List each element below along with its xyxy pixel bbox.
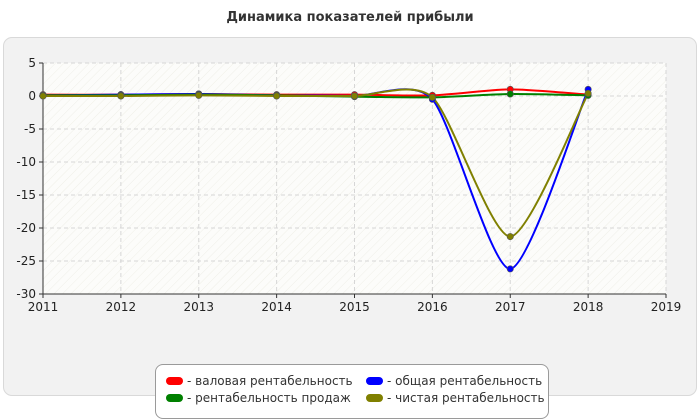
y-tick-label-7: -30	[16, 287, 36, 301]
y-tick-label-3: -10	[16, 155, 36, 169]
series-3-point-6	[506, 233, 514, 241]
x-tick-label-7: 2018	[573, 300, 604, 314]
series-3-point-4	[350, 92, 358, 100]
legend-swatch-2	[166, 394, 183, 402]
x-tick-label-0: 2011	[28, 300, 59, 314]
legend-label-1: - общая рентабельность	[387, 374, 543, 388]
legend-item-3: - чистая рентабельность	[366, 391, 545, 405]
legend-label-3: - чистая рентабельность	[387, 391, 545, 405]
legend-item-1: - общая рентабельность	[366, 374, 542, 388]
legend-swatch-0	[166, 377, 183, 385]
legend-swatch-3	[366, 394, 383, 402]
series-3-point-2	[195, 91, 203, 99]
legend-item-2: - рентабельность продаж	[166, 391, 351, 405]
y-tick-label-4: -15	[16, 188, 36, 202]
series-3-point-1	[117, 92, 125, 100]
series-1-point-6	[506, 265, 514, 273]
x-tick-label-8: 2019	[651, 300, 682, 314]
series-3-point-3	[273, 92, 281, 100]
chart-title: Динамика показателей прибыли	[226, 10, 474, 25]
x-tick-label-2: 2013	[183, 300, 214, 314]
y-tick-label-0: 5	[28, 56, 36, 70]
x-tick-label-4: 2015	[339, 300, 370, 314]
chart-legend: - валовая рентабельность - общая рентабе…	[155, 364, 549, 419]
x-tick-label-3: 2014	[261, 300, 292, 314]
x-tick-label-5: 2016	[417, 300, 448, 314]
y-tick-label-2: -5	[24, 122, 36, 136]
series-3-point-0	[39, 92, 47, 100]
y-tick-label-6: -25	[16, 254, 36, 268]
chart-panel: 5 0 -5 -10 -15 -20 -25 -30 2011 2012 2013 2014 2015 2…	[3, 37, 697, 419]
y-tick-label-5: -20	[16, 221, 36, 235]
series-2-point-6	[506, 90, 514, 98]
x-tick-label-1: 2012	[106, 300, 137, 314]
series-3-point-7	[584, 89, 592, 97]
legend-label-2: - рентабельность продаж	[187, 391, 351, 405]
y-tick-label-1: 0	[28, 89, 36, 103]
legend-swatch-1	[366, 377, 383, 385]
legend-label-0: - валовая рентабельность	[187, 374, 353, 388]
series-3-point-5	[428, 93, 436, 101]
legend-item-0: - валовая рентабельность	[166, 374, 353, 388]
x-tick-label-6: 2017	[495, 300, 526, 314]
